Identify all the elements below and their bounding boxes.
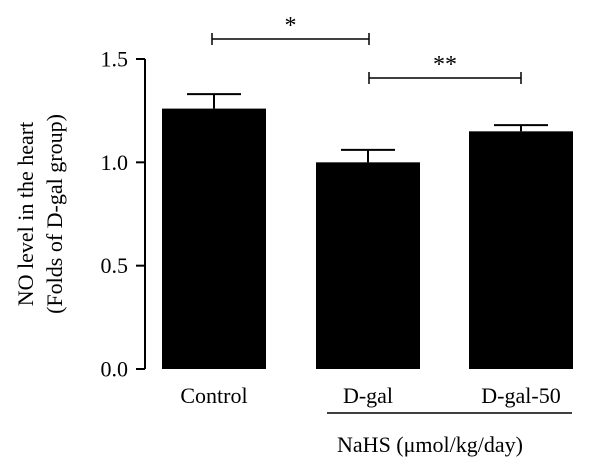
y-tick-label: 0.0	[101, 357, 129, 382]
bar-control	[162, 108, 266, 369]
significance-label: **	[433, 52, 457, 78]
significance-label: *	[285, 13, 297, 39]
y-axis-title-line2: (Folds of D-gal group)	[42, 114, 67, 314]
category-label: D-gal-50	[481, 383, 560, 408]
error-bars	[187, 93, 548, 163]
y-tick-label: 1.5	[101, 47, 129, 72]
category-label: Control	[180, 383, 247, 408]
category-labels: Control D-gal D-gal-50	[180, 383, 560, 408]
y-axis-title-line1: NO level in the heart	[13, 122, 38, 307]
y-axis-title: NO level in the heart (Folds of D-gal gr…	[13, 114, 67, 314]
y-tick-label: 1.0	[101, 150, 129, 175]
bar-d-gal	[316, 162, 420, 369]
category-label: D-gal	[343, 383, 393, 408]
significance-brackets: ***	[211, 13, 522, 84]
bar-d-gal-50	[469, 131, 573, 369]
y-tick-label: 0.5	[101, 253, 129, 278]
x-axis-title: NaHS (μmol/kg/day)	[337, 432, 523, 457]
bars	[162, 108, 573, 369]
y-ticks: 0.0 0.5 1.0 1.5	[101, 47, 145, 382]
